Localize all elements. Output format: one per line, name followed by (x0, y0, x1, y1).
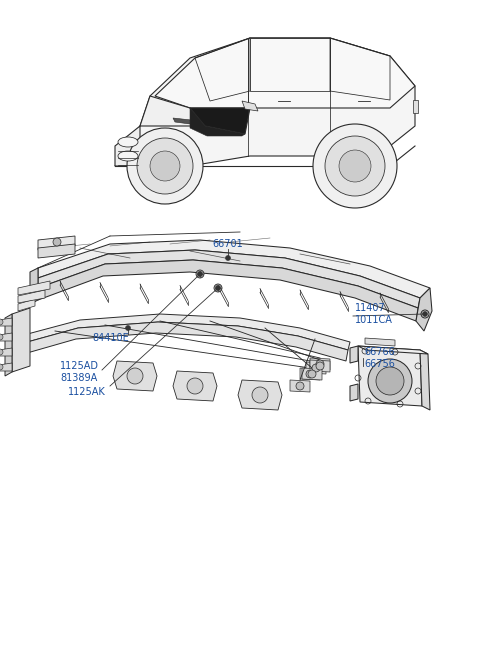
Text: 66701: 66701 (213, 239, 243, 249)
Circle shape (226, 255, 230, 260)
Polygon shape (350, 346, 358, 363)
Polygon shape (38, 240, 430, 298)
Polygon shape (358, 346, 428, 354)
Circle shape (308, 370, 316, 378)
Polygon shape (173, 118, 205, 126)
Circle shape (312, 364, 320, 372)
Polygon shape (416, 288, 432, 331)
Circle shape (216, 285, 220, 291)
Polygon shape (358, 346, 422, 406)
Polygon shape (140, 96, 205, 126)
Polygon shape (306, 362, 326, 374)
Circle shape (187, 378, 203, 394)
Polygon shape (238, 380, 282, 410)
Polygon shape (113, 361, 157, 391)
Polygon shape (115, 126, 140, 166)
Polygon shape (350, 384, 358, 401)
Polygon shape (20, 322, 348, 361)
Circle shape (125, 325, 131, 331)
Circle shape (422, 312, 428, 316)
Circle shape (196, 270, 204, 278)
Polygon shape (0, 333, 12, 341)
Polygon shape (18, 299, 35, 311)
Ellipse shape (118, 137, 138, 147)
Polygon shape (310, 360, 330, 372)
Circle shape (325, 136, 385, 196)
Circle shape (197, 272, 203, 276)
Polygon shape (190, 108, 250, 134)
Circle shape (339, 150, 371, 182)
Polygon shape (0, 348, 12, 356)
Text: 1011CA: 1011CA (355, 315, 393, 325)
Polygon shape (30, 268, 38, 304)
Polygon shape (310, 358, 330, 370)
Polygon shape (155, 38, 415, 108)
Polygon shape (20, 314, 350, 350)
Circle shape (316, 362, 324, 370)
Circle shape (316, 360, 324, 368)
Polygon shape (38, 250, 420, 308)
Text: 11407: 11407 (355, 303, 386, 313)
Polygon shape (0, 363, 12, 371)
Polygon shape (173, 371, 217, 401)
Circle shape (296, 382, 304, 390)
Circle shape (0, 349, 3, 355)
Polygon shape (38, 244, 75, 258)
Circle shape (252, 387, 268, 403)
Circle shape (127, 128, 203, 204)
Polygon shape (420, 350, 430, 410)
Circle shape (0, 364, 3, 370)
Circle shape (306, 370, 314, 378)
Polygon shape (115, 38, 415, 166)
Polygon shape (190, 108, 245, 136)
Polygon shape (18, 281, 50, 295)
Text: 84410E: 84410E (92, 333, 129, 343)
Circle shape (127, 368, 143, 384)
Ellipse shape (118, 151, 138, 161)
Text: 66766: 66766 (364, 347, 395, 357)
Circle shape (0, 334, 3, 340)
Circle shape (53, 238, 61, 246)
Polygon shape (12, 308, 30, 372)
Polygon shape (242, 101, 258, 111)
Polygon shape (365, 338, 395, 346)
Polygon shape (290, 380, 310, 392)
Circle shape (0, 319, 3, 325)
Text: 81389A: 81389A (60, 373, 97, 383)
Circle shape (368, 359, 412, 403)
Polygon shape (38, 236, 75, 250)
Circle shape (137, 138, 193, 194)
Polygon shape (18, 290, 45, 303)
Circle shape (214, 284, 222, 292)
Text: 1125AD: 1125AD (60, 361, 99, 371)
Text: 1125AK: 1125AK (68, 387, 106, 397)
Polygon shape (5, 314, 12, 376)
Polygon shape (302, 368, 322, 380)
Text: 66756: 66756 (364, 359, 395, 369)
Circle shape (376, 367, 404, 395)
Polygon shape (413, 100, 418, 113)
Circle shape (313, 124, 397, 208)
Polygon shape (0, 318, 12, 326)
Polygon shape (300, 368, 320, 380)
Polygon shape (38, 260, 418, 321)
Circle shape (150, 151, 180, 181)
